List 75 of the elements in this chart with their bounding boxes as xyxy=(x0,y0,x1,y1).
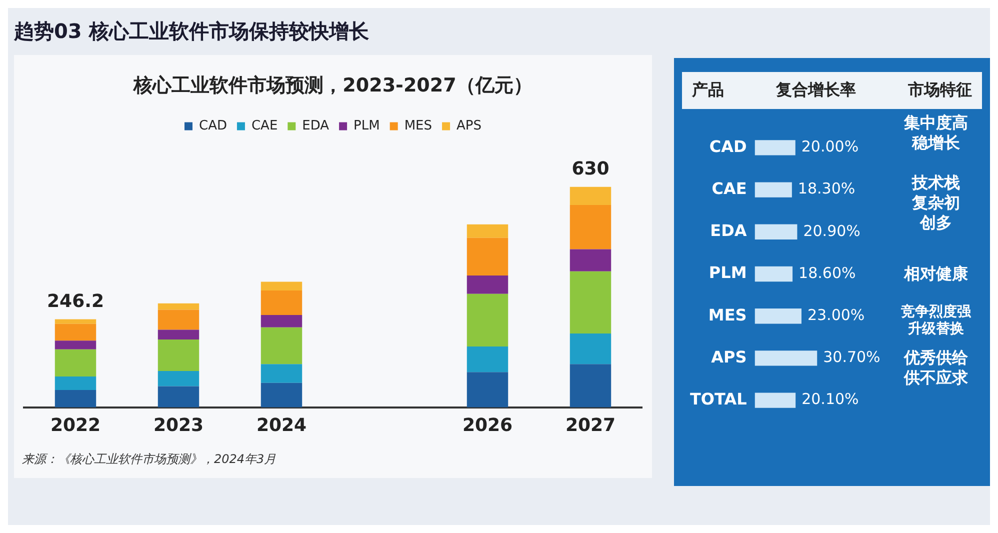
legend-label: EDA xyxy=(302,118,330,134)
legend-label: MES xyxy=(404,118,432,134)
data-label: 30.70% xyxy=(823,348,880,366)
bar xyxy=(754,392,796,408)
bar xyxy=(158,339,200,372)
bar xyxy=(754,224,798,240)
data-label: 20.90% xyxy=(803,222,860,240)
x-tick-label: 2023 xyxy=(153,414,204,436)
bar xyxy=(570,364,612,408)
bar xyxy=(158,310,200,330)
y-tick-label: EDA xyxy=(710,221,748,240)
bar xyxy=(158,371,200,386)
bar xyxy=(570,249,612,272)
y-tick-label: CAD xyxy=(709,136,747,156)
text: 优秀供给供不应求 xyxy=(904,348,968,388)
bar xyxy=(54,349,96,377)
text: 相对健康 xyxy=(904,264,968,284)
x-tick-label: 2027 xyxy=(565,414,616,436)
text: 技术栈复杂初创多 xyxy=(912,173,960,234)
legend-label: APS xyxy=(456,118,482,134)
bar xyxy=(466,238,508,276)
bar xyxy=(466,224,508,238)
bar xyxy=(260,364,302,383)
text: 趋势03 核心工业软件市场保持较快增长 xyxy=(12,18,370,45)
legend-label: PLM xyxy=(354,118,380,134)
bar xyxy=(466,372,508,408)
text: 产品 xyxy=(692,80,724,101)
bar xyxy=(54,390,96,408)
text: 市场特征 xyxy=(908,80,972,101)
bar xyxy=(260,290,302,316)
bar xyxy=(466,276,508,294)
y-tick-label: MES xyxy=(708,305,747,324)
bar xyxy=(754,182,792,198)
data-label: 23.00% xyxy=(807,306,865,324)
bar xyxy=(466,346,508,372)
x-tick-label: 2026 xyxy=(462,414,513,436)
legend-label: CAE xyxy=(251,118,278,134)
data-label: 20.10% xyxy=(802,390,859,408)
bar xyxy=(54,340,96,350)
y-tick-label: PLM xyxy=(708,263,747,282)
bar xyxy=(54,324,96,341)
chart-title: 核心工业软件市场预测，2023-2027（亿元） xyxy=(132,74,532,96)
bar xyxy=(260,282,302,291)
text: 集中度高稳增长 xyxy=(904,112,968,153)
bar xyxy=(158,330,200,340)
bar xyxy=(570,334,612,364)
data-label: 18.30% xyxy=(798,180,856,198)
annotation: 246.2 xyxy=(47,290,104,312)
y-tick-label: APS xyxy=(711,347,747,366)
bar xyxy=(158,386,200,408)
bar xyxy=(260,382,302,408)
text: 复合增长率 xyxy=(776,80,856,101)
bar xyxy=(54,319,96,324)
bar xyxy=(260,327,302,364)
bar xyxy=(260,315,302,328)
data-label: 18.60% xyxy=(798,264,856,282)
bar xyxy=(754,266,793,282)
y-tick-label: TOTAL xyxy=(690,390,747,408)
annotation: 630 xyxy=(572,158,610,180)
bar xyxy=(570,204,612,250)
text: 竞争烈度强升级替换 xyxy=(900,304,972,339)
bar xyxy=(466,294,508,347)
bar xyxy=(158,303,200,310)
x-tick-label: 2022 xyxy=(50,414,101,436)
data-label: 20.00% xyxy=(801,138,859,156)
bar xyxy=(754,140,796,156)
x-tick-label: 2024 xyxy=(256,414,307,436)
bar xyxy=(54,376,96,390)
bar xyxy=(570,186,612,205)
bar xyxy=(754,308,802,324)
bar xyxy=(570,271,612,334)
source-note: 来源：《核心工业软件市场预测》，2024年3月 xyxy=(21,451,278,468)
bar xyxy=(754,350,818,366)
legend-label: CAD xyxy=(198,118,227,134)
y-tick-label: CAE xyxy=(712,178,747,198)
